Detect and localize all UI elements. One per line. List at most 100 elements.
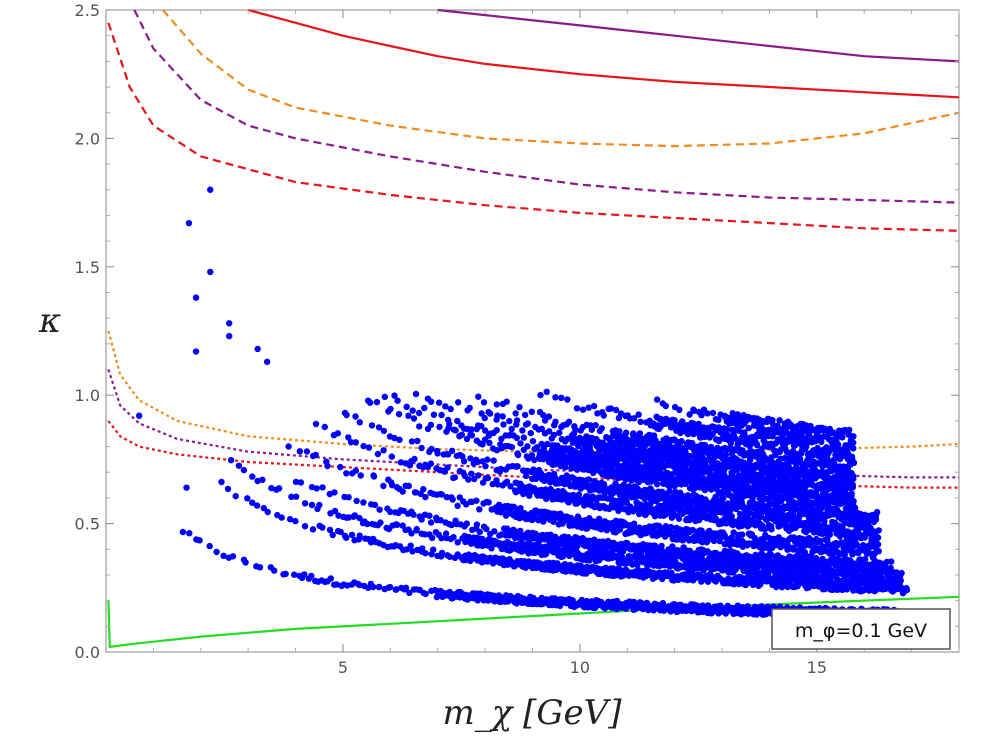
- scatter-point: [301, 571, 308, 578]
- scatter-point: [446, 421, 453, 428]
- scatter-point: [319, 524, 326, 531]
- scatter-point: [213, 548, 220, 556]
- scatter-point: [475, 472, 482, 479]
- scatter-point: [308, 501, 316, 509]
- scatter-point: [466, 404, 473, 412]
- scatter-point: [242, 559, 249, 566]
- scatter-point: [264, 508, 271, 516]
- scatter-point: [410, 511, 417, 518]
- scatter-point: [380, 427, 388, 435]
- scatter-point: [292, 517, 299, 525]
- scatter-point: [468, 432, 476, 439]
- scatter-point: [376, 583, 383, 591]
- scatter-point: [337, 463, 344, 471]
- scatter-point: [335, 512, 342, 519]
- scatter-point: [529, 438, 537, 445]
- scatter-point: [768, 526, 775, 533]
- scatter-point: [575, 491, 583, 498]
- scatter-point: [196, 537, 203, 544]
- scatter-point: [343, 470, 350, 477]
- scatter-point: [380, 447, 387, 454]
- scatter-point: [408, 530, 415, 537]
- scatter-point: [513, 434, 520, 442]
- scatter-point: [850, 498, 857, 505]
- scatter-point: [897, 577, 904, 584]
- scatter-point: [559, 553, 566, 560]
- scatter-point: [452, 427, 459, 434]
- scatter-point: [463, 520, 470, 527]
- scatter-point: [422, 550, 429, 557]
- scatter-point: [309, 526, 317, 533]
- scatter-point: [356, 419, 363, 426]
- scatter-point: [427, 519, 435, 526]
- scatter-point: [508, 443, 516, 451]
- scatter-point: [814, 494, 821, 502]
- scatter-point: [426, 512, 433, 519]
- scatter-point: [454, 502, 461, 509]
- scatter-point: [329, 531, 336, 539]
- scatter-point: [402, 584, 410, 591]
- scatter-point: [278, 514, 285, 521]
- scatter-point: [422, 590, 429, 598]
- scatter-point: [875, 548, 882, 555]
- scatter-point: [301, 500, 309, 507]
- scatter-point: [542, 550, 550, 558]
- scatter-point: [739, 531, 746, 538]
- scatter-point: [493, 427, 500, 434]
- scatter-point: [366, 399, 374, 406]
- scatter-point: [801, 549, 808, 556]
- scatter-point: [484, 474, 492, 482]
- scatter-point: [485, 499, 492, 506]
- scatter-point: [434, 450, 441, 457]
- scatter-point: [451, 474, 459, 481]
- scatter-point: [486, 410, 494, 417]
- scatter-point: [381, 393, 388, 400]
- scatter-point: [506, 417, 513, 425]
- scatter-point: [345, 514, 352, 521]
- scatter-point: [875, 527, 882, 534]
- scatter-point: [407, 542, 414, 549]
- scatter-point: [393, 586, 400, 593]
- scatter-point: [519, 427, 526, 434]
- scatter-point: [313, 485, 320, 492]
- scatter-point: [491, 528, 498, 535]
- scatter-point: [455, 399, 462, 406]
- scatter-point: [348, 531, 356, 539]
- scatter-point: [288, 493, 295, 500]
- scatter-point: [370, 473, 378, 480]
- scatter-point: [253, 502, 261, 509]
- scatter-point: [704, 578, 712, 585]
- scatter-point: [259, 476, 266, 483]
- scatter-point: [352, 467, 359, 474]
- scatter-point: [411, 455, 418, 463]
- scatter-point: [438, 411, 445, 419]
- scatter-point: [421, 531, 429, 538]
- scatter-point: [396, 436, 403, 443]
- scatter-point: [508, 425, 515, 433]
- scatter-point: [873, 511, 880, 518]
- scatter-point: [500, 421, 507, 428]
- scatter-point: [476, 506, 483, 513]
- scatter-point: [888, 558, 895, 565]
- scatter-point: [360, 442, 367, 450]
- scatter-point: [186, 530, 193, 537]
- scatter-point: [430, 411, 438, 418]
- scatter-point: [301, 523, 309, 530]
- scatter-point: [450, 534, 457, 541]
- scatter-point: [365, 444, 373, 451]
- scatter-point: [448, 447, 456, 454]
- scatter-point: [240, 466, 248, 474]
- scatter-point: [851, 504, 859, 511]
- scatter-point: [833, 575, 841, 583]
- scatter-point: [218, 478, 225, 486]
- scatter-point: [446, 553, 453, 560]
- scatter-point: [271, 567, 278, 574]
- scatter-point: [373, 398, 381, 406]
- scatter-point: [388, 453, 395, 460]
- scatter-point: [484, 456, 491, 463]
- scatter-point: [438, 535, 445, 542]
- scatter-point: [465, 476, 472, 483]
- scatter-point: [499, 413, 506, 420]
- scatter-point: [903, 586, 911, 594]
